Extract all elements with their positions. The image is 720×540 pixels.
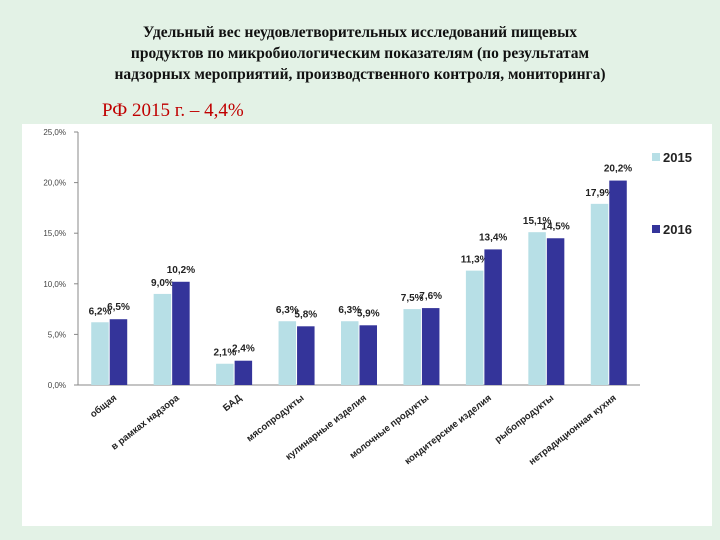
legend-swatch-2015 bbox=[652, 153, 660, 161]
category-label-8: рыбопродукты bbox=[493, 393, 556, 446]
data-label-2015-4: 6,3% bbox=[276, 305, 299, 316]
data-label-2015-9: 17,9% bbox=[585, 188, 613, 199]
bar-2015-4 bbox=[278, 321, 297, 385]
bar-2015-1 bbox=[91, 322, 109, 385]
bar-2016-3 bbox=[234, 360, 253, 385]
bar-2016-9 bbox=[609, 180, 627, 385]
data-label-2016-1: 6,5% bbox=[107, 302, 130, 313]
title-line-2: продуктов по микробиологическим показате… bbox=[130, 45, 590, 62]
y-tick-label: 10,0% bbox=[43, 280, 66, 289]
y-tick-label: 0,0% bbox=[48, 381, 66, 390]
chart-subtitle: РФ 2015 г. – 4,4% bbox=[102, 100, 244, 121]
bar-2015-2 bbox=[153, 293, 172, 385]
bar-2015-5 bbox=[341, 321, 359, 385]
data-label-2016-2: 10,2% bbox=[167, 265, 195, 276]
bar-2015-3 bbox=[216, 363, 234, 385]
data-label-2015-8: 15,1% bbox=[523, 216, 551, 227]
legend-label-2016: 2016 bbox=[663, 222, 692, 237]
legend-label-2015: 2015 bbox=[663, 150, 692, 165]
data-label-2016-3: 2,4% bbox=[232, 344, 255, 355]
bar-2016-4 bbox=[297, 326, 315, 385]
bar-2015-6 bbox=[403, 309, 421, 385]
bar-2015-8 bbox=[528, 232, 546, 385]
bar-2016-6 bbox=[421, 308, 440, 385]
data-label-2016-8: 14,5% bbox=[541, 221, 569, 232]
title-line-1: Удельный вес неудовлетворительных исслед… bbox=[143, 24, 577, 41]
category-label-4: мясопродукты bbox=[245, 393, 307, 445]
data-label-2016-6: 7,6% bbox=[419, 291, 442, 302]
bar-2015-7 bbox=[465, 270, 484, 385]
data-label-2015-3: 2,1% bbox=[213, 348, 236, 359]
category-label-3: БАД bbox=[221, 393, 244, 414]
data-label-2015-2: 9,0% bbox=[151, 278, 174, 289]
bar-2016-2 bbox=[172, 281, 190, 385]
data-label-2015-7: 11,3% bbox=[461, 255, 489, 266]
data-label-2015-5: 6,3% bbox=[338, 305, 361, 316]
data-label-2016-7: 13,4% bbox=[479, 232, 507, 243]
bar-2016-7 bbox=[484, 249, 502, 385]
bar-2016-1 bbox=[109, 319, 128, 385]
data-label-2016-4: 5,8% bbox=[294, 309, 317, 320]
y-tick-label: 25,0% bbox=[43, 128, 66, 137]
data-label-2015-1: 6,2% bbox=[89, 306, 112, 317]
data-label-2015-6: 7,5% bbox=[401, 293, 424, 304]
y-tick-label: 5,0% bbox=[48, 330, 66, 339]
data-label-2016-5: 5,9% bbox=[357, 308, 380, 319]
bar-2015-9 bbox=[590, 203, 609, 385]
data-label-2016-9: 20,2% bbox=[604, 164, 632, 175]
title-line-3: надзорных мероприятий, производственного… bbox=[114, 66, 606, 83]
category-label-2: в рамках надзора bbox=[109, 392, 182, 452]
category-label-1: общая bbox=[88, 393, 119, 421]
y-tick-label: 15,0% bbox=[43, 229, 66, 238]
chart-title: Удельный вес неудовлетворительных исслед… bbox=[40, 22, 680, 85]
bar-2016-5 bbox=[359, 325, 377, 385]
y-tick-label: 20,0% bbox=[43, 179, 66, 188]
legend-swatch-2016 bbox=[652, 225, 660, 233]
bar-2016-8 bbox=[546, 238, 565, 385]
